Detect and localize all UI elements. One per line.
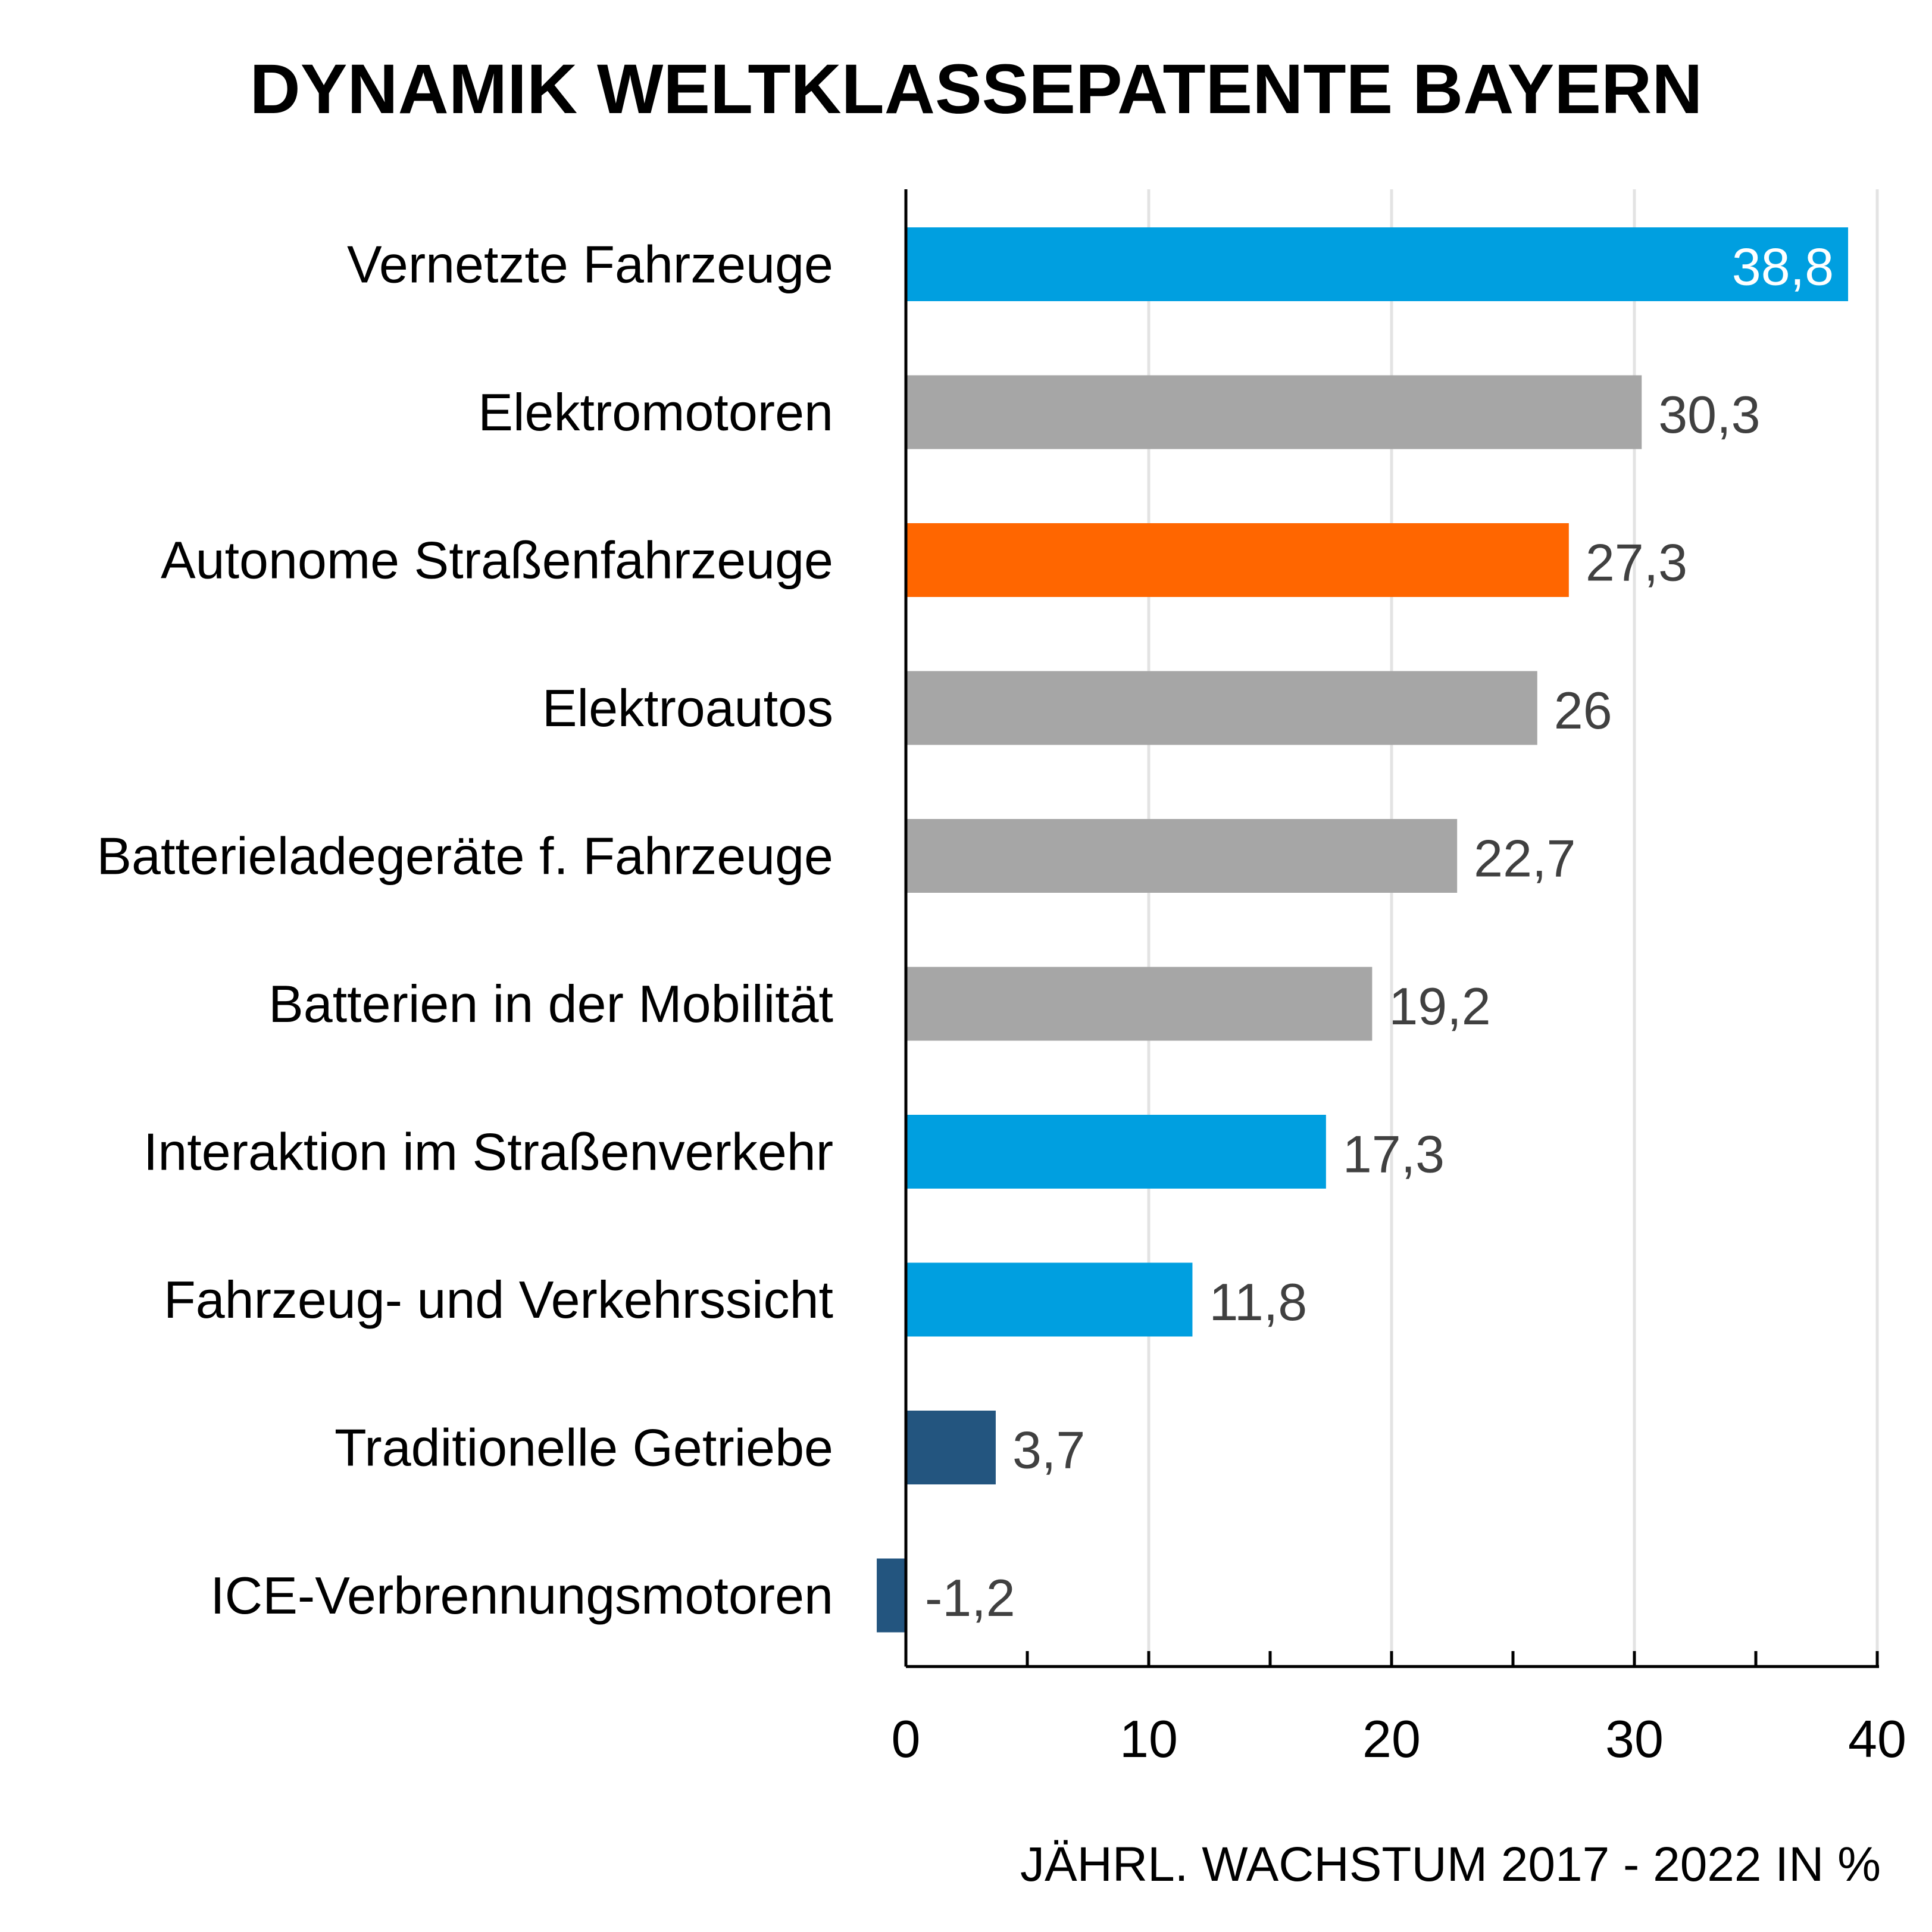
value-labels: 38,8 30,3 27,3 26 22,7 19,2 17,3 11,8 3,7 -1,2 [925, 237, 1834, 1628]
category-label-2: Elektromotoren [478, 383, 833, 442]
value-label-3: 27,3 [1586, 533, 1687, 592]
value-label-9: 3,7 [1012, 1421, 1085, 1480]
tick-label-40: 40 [1848, 1709, 1906, 1768]
bar-1 [906, 227, 1849, 301]
bars [877, 227, 1849, 1633]
bar-6 [906, 967, 1373, 1041]
value-label-6: 19,2 [1389, 977, 1490, 1036]
value-label-10: -1,2 [925, 1568, 1015, 1627]
category-labels: Vernetzte Fahrzeuge Elektromotoren Autonom… [96, 235, 833, 1625]
value-label-7: 17,3 [1343, 1125, 1445, 1184]
bar-4 [906, 671, 1537, 745]
value-label-4: 26 [1554, 681, 1612, 740]
bar-5 [906, 819, 1458, 893]
tick-label-20: 20 [1362, 1709, 1421, 1768]
category-label-3: Autonome Straßenfahrzeuge [161, 531, 833, 590]
x-axis-title: JÄHRL. WACHSTUM 2017 - 2022 IN % [1020, 1837, 1881, 1892]
bar-9 [906, 1411, 996, 1484]
chart-title: DYNAMIK WELTKLASSEPATENTE BAYERN [250, 50, 1703, 129]
x-axis-ticks: 0 10 20 30 40 [892, 1651, 1906, 1768]
tick-label-30: 30 [1605, 1709, 1664, 1768]
tick-label-0: 0 [892, 1709, 921, 1768]
bar-3 [906, 523, 1569, 597]
category-label-4: Elektroautos [542, 679, 833, 737]
value-label-2: 30,3 [1658, 385, 1760, 444]
value-label-1: 38,8 [1732, 237, 1834, 296]
bar-2 [906, 375, 1642, 449]
category-label-7: Interaktion im Straßenverkehr [143, 1123, 833, 1181]
category-label-5: Batterieladegeräte f. Fahrzeuge [96, 827, 833, 886]
category-label-6: Batterien in der Mobilität [268, 974, 833, 1033]
category-label-8: Fahrzeug- und Verkehrssicht [164, 1270, 833, 1329]
category-label-9: Traditionelle Getriebe [334, 1418, 833, 1477]
value-label-8: 11,8 [1209, 1273, 1307, 1331]
bar-10 [877, 1558, 906, 1633]
value-label-5: 22,7 [1474, 829, 1575, 888]
bar-8 [906, 1262, 1193, 1337]
bar-7 [906, 1115, 1326, 1189]
tick-label-10: 10 [1120, 1709, 1178, 1768]
category-label-1: Vernetzte Fahrzeuge [347, 235, 833, 294]
category-label-10: ICE-Verbrennungsmotoren [210, 1566, 833, 1625]
